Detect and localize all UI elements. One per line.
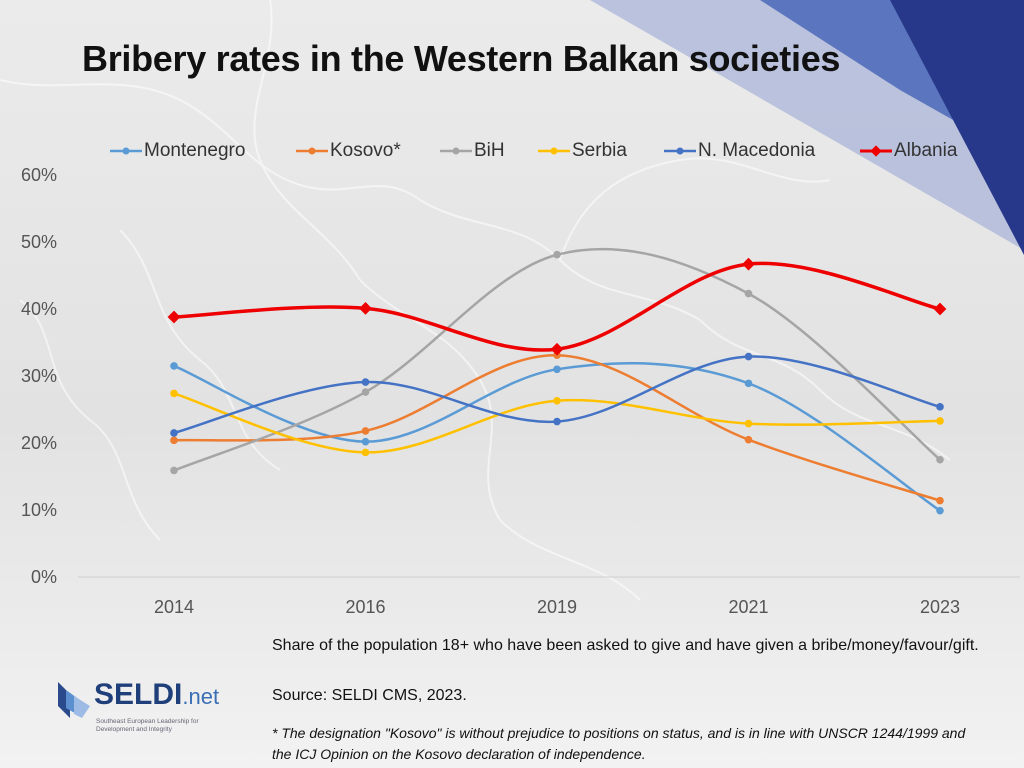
data-point-montenegro: [553, 365, 561, 374]
legend-item-serbia: Serbia: [538, 138, 627, 164]
legend-item-bih: BiH: [440, 138, 505, 164]
x-tick-label: 2023: [920, 597, 960, 617]
seldi-logo-tagline: Southeast European Leadership for Develo…: [96, 718, 199, 733]
legend-item-kosovo: Kosovo*: [296, 138, 401, 164]
data-point-n-macedonia: [744, 352, 753, 361]
data-point-kosovo: [936, 496, 944, 505]
data-point-n-macedonia: [553, 417, 561, 426]
y-tick-label: 60%: [21, 165, 57, 185]
data-point-kosovo: [170, 436, 178, 445]
seldi-logo-name: SELDI: [94, 678, 183, 711]
data-point-albania: [550, 342, 564, 356]
legend-item-n-macedonia: N. Macedonia: [664, 138, 815, 164]
x-tick-label: 2021: [728, 597, 768, 617]
legend-swatch-albania: [860, 145, 892, 157]
data-point-bih: [553, 250, 561, 259]
legend-swatch-n-macedonia: [664, 147, 696, 155]
legend-label-bih: BiH: [474, 140, 505, 161]
data-point-serbia: [170, 389, 178, 398]
data-point-montenegro: [744, 379, 753, 388]
seldi-logo-suffix: .net: [182, 684, 220, 709]
seldi-logo[interactable]: SELDI.net Southeast European Leadership …: [56, 678, 246, 740]
chart-title: Bribery rates in the Western Balkan soci…: [82, 38, 841, 79]
seldi-logo-text: SELDI.net: [94, 678, 219, 712]
data-point-n-macedonia: [936, 403, 944, 411]
data-point-serbia: [936, 417, 944, 425]
data-point-serbia: [361, 448, 370, 457]
data-point-serbia: [553, 396, 561, 405]
bg-accent-dark: [890, 0, 1024, 255]
legend-swatch-kosovo: [296, 147, 328, 155]
data-point-n-macedonia: [361, 378, 370, 386]
data-point-albania: [167, 310, 181, 324]
seldi-logo-icon: [58, 682, 90, 718]
legend-item-albania: Albania: [860, 138, 957, 164]
legend-label-montenegro: Montenegro: [144, 140, 246, 161]
chart-note: Share of the population 18+ who have bee…: [272, 637, 979, 654]
y-tick-label: 30%: [21, 366, 57, 386]
data-point-n-macedonia: [170, 429, 178, 437]
legend-swatch-serbia: [538, 147, 570, 155]
y-tick-label: 50%: [21, 232, 57, 252]
legend-label-n-macedonia: N. Macedonia: [698, 140, 816, 161]
data-point-serbia: [744, 419, 753, 428]
data-point-albania: [742, 257, 755, 271]
data-point-kosovo: [361, 427, 370, 435]
legend-item-montenegro: Montenegro: [110, 138, 245, 164]
data-point-montenegro: [361, 437, 370, 446]
legend-label-kosovo: Kosovo*: [330, 140, 401, 161]
data-point-kosovo: [744, 435, 753, 444]
data-point-bih: [361, 388, 370, 396]
legend-swatch-montenegro: [110, 147, 142, 155]
data-point-bih: [936, 455, 944, 464]
x-tick-label: 2014: [154, 597, 194, 617]
series-line-albania: [172, 261, 942, 352]
chart-source: Source: SELDI CMS, 2023.: [272, 687, 467, 704]
data-point-albania: [933, 302, 947, 316]
data-point-albania: [359, 301, 372, 315]
y-tick-label: 20%: [21, 433, 57, 453]
data-point-bih: [744, 289, 753, 298]
x-tick-label: 2016: [345, 597, 385, 617]
line-chart: 0% 10% 20% 30% 40% 50% 60% 2014 2016 2019 2021 2023: [21, 165, 1020, 617]
data-point-bih: [170, 466, 178, 475]
y-tick-label: 10%: [21, 500, 57, 520]
kosovo-footnote: * The designation "Kosovo" is without pr…: [272, 725, 966, 762]
legend-swatch-bih: [440, 147, 472, 155]
data-point-montenegro: [170, 362, 178, 370]
x-tick-label: 2019: [537, 597, 577, 617]
legend-label-serbia: Serbia: [572, 140, 627, 161]
y-tick-label: 0%: [31, 567, 57, 587]
data-point-montenegro: [936, 506, 944, 515]
legend-label-albania: Albania: [894, 140, 958, 161]
y-tick-label: 40%: [21, 299, 57, 319]
map-borders: [0, 0, 950, 600]
